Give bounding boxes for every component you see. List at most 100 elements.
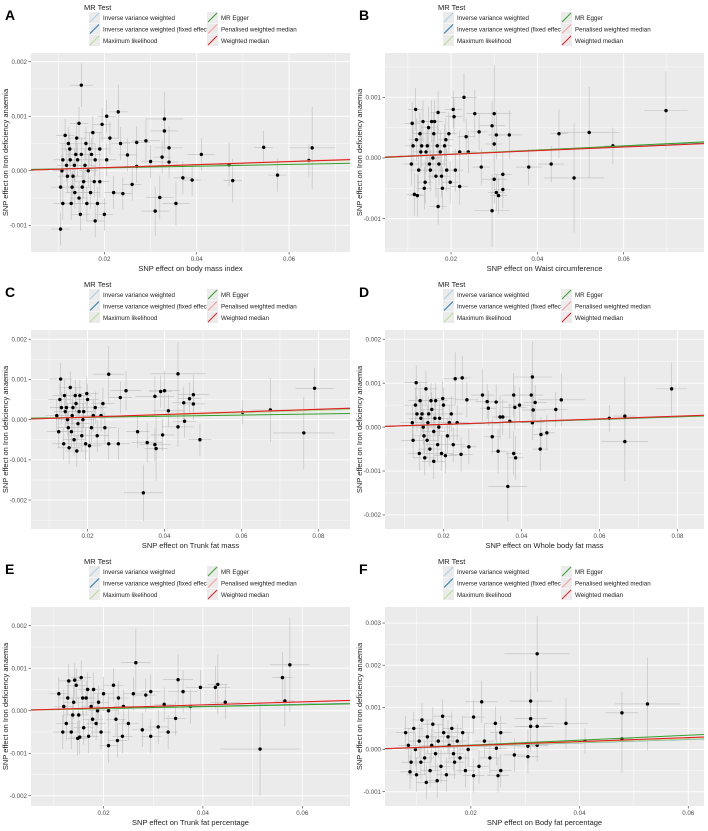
plot-background <box>385 607 704 806</box>
data-point <box>77 196 81 200</box>
data-point <box>148 159 153 164</box>
data-point <box>275 173 280 177</box>
data-point <box>199 152 204 157</box>
data-point <box>135 430 140 434</box>
legend-key-line <box>207 578 218 588</box>
data-point <box>85 397 90 402</box>
x-tick-label: 0.04 <box>574 810 587 817</box>
panel-letter: F <box>359 561 368 577</box>
y-tick-label: -0.001 <box>363 216 381 223</box>
data-point <box>89 425 94 430</box>
scatter-plot-e: E MR Test Inverse variance weighted Inverse… <box>1 557 350 827</box>
data-point <box>62 704 66 709</box>
legend-key-line <box>561 566 572 577</box>
data-point <box>80 434 84 438</box>
data-point <box>72 700 76 704</box>
data-point <box>559 398 563 402</box>
data-point <box>135 140 139 145</box>
data-point <box>116 696 121 700</box>
data-point <box>87 147 92 151</box>
legend-label: Maximum likelihood <box>457 38 512 45</box>
scatter-plot-b: B MR Test Inverse variance weighted Inverse… <box>355 3 704 273</box>
data-point <box>153 394 157 399</box>
data-point <box>65 417 70 422</box>
data-point <box>436 110 440 115</box>
data-point <box>415 193 420 198</box>
legend-title: MR Test <box>438 280 466 289</box>
data-point <box>494 133 499 137</box>
data-layer <box>31 341 350 521</box>
data-layer <box>385 65 704 248</box>
legend-item: Maximum likelihood <box>443 589 512 600</box>
data-point <box>528 699 533 703</box>
data-point <box>118 141 123 146</box>
data-point <box>424 150 428 154</box>
panel-letter: D <box>359 284 369 300</box>
x-axis-title: SNP effect on Whole body fat mass <box>485 541 603 550</box>
legend-item: Weighted median <box>207 35 270 46</box>
legend-label: Weighted median <box>221 592 270 599</box>
data-point <box>457 184 462 189</box>
legend-item: Penalised weighted median <box>207 300 297 312</box>
regression-line-weighted-median <box>31 407 350 420</box>
data-point <box>482 739 487 743</box>
data-point <box>477 764 481 769</box>
legend-label: Weighted median <box>575 592 624 599</box>
data-point <box>442 144 447 148</box>
legend-item: Weighted median <box>561 312 624 323</box>
data-point <box>101 692 106 696</box>
data-point <box>439 764 443 769</box>
data-point <box>69 430 74 434</box>
y-axis-title: SNP effect on Iron deficiency anaemia <box>1 365 10 493</box>
data-point <box>93 158 97 162</box>
data-point <box>417 451 422 456</box>
data-point <box>452 760 457 764</box>
y-tick-label: 0.000 <box>12 417 28 424</box>
data-point <box>80 185 84 189</box>
data-point <box>280 675 285 680</box>
y-tick-label: 0.002 <box>12 336 28 343</box>
data-point <box>499 768 503 773</box>
data-point <box>77 121 81 126</box>
data-point <box>406 743 411 747</box>
data-point <box>459 452 463 457</box>
data-point <box>141 491 146 495</box>
legend-key-line <box>207 589 218 600</box>
y-tick-label: 0.003 <box>366 620 382 627</box>
legend-label: MR Egger <box>221 15 249 22</box>
data-point <box>105 158 109 162</box>
mr-lines <box>31 699 350 711</box>
data-point <box>455 739 459 743</box>
data-point <box>114 717 118 721</box>
legend-item: Weighted median <box>207 312 270 323</box>
x-tick-label: 0.06 <box>593 533 606 540</box>
data-point <box>411 438 415 442</box>
data-point <box>460 376 464 380</box>
data-point <box>107 442 111 446</box>
legend-label: Maximum likelihood <box>457 592 512 599</box>
data-point <box>512 753 517 757</box>
data-point <box>447 420 452 425</box>
legend-item: Inverse variance weighted (fixed effects… <box>89 23 214 35</box>
legend-key-line <box>89 301 100 311</box>
data-point <box>403 730 408 735</box>
data-point <box>492 111 496 116</box>
panel-letter: E <box>5 561 14 577</box>
data-point <box>445 168 449 172</box>
data-point <box>131 692 136 696</box>
legend: MR Test Inverse variance weighted Inverse … <box>438 3 651 46</box>
data-point <box>79 83 84 87</box>
data-point <box>144 139 148 143</box>
data-layer <box>31 63 350 246</box>
data-point <box>494 746 499 750</box>
data-point <box>312 386 317 390</box>
data-point <box>428 168 433 172</box>
data-point <box>81 726 86 730</box>
legend-key-line <box>89 289 100 300</box>
data-point <box>530 375 535 379</box>
data-point <box>441 403 446 407</box>
y-tick-label: 0.000 <box>12 708 28 715</box>
x-axis-title: SNP effect on Trunk fat percentage <box>132 818 249 827</box>
data-point <box>144 693 148 697</box>
data-point <box>65 174 70 178</box>
